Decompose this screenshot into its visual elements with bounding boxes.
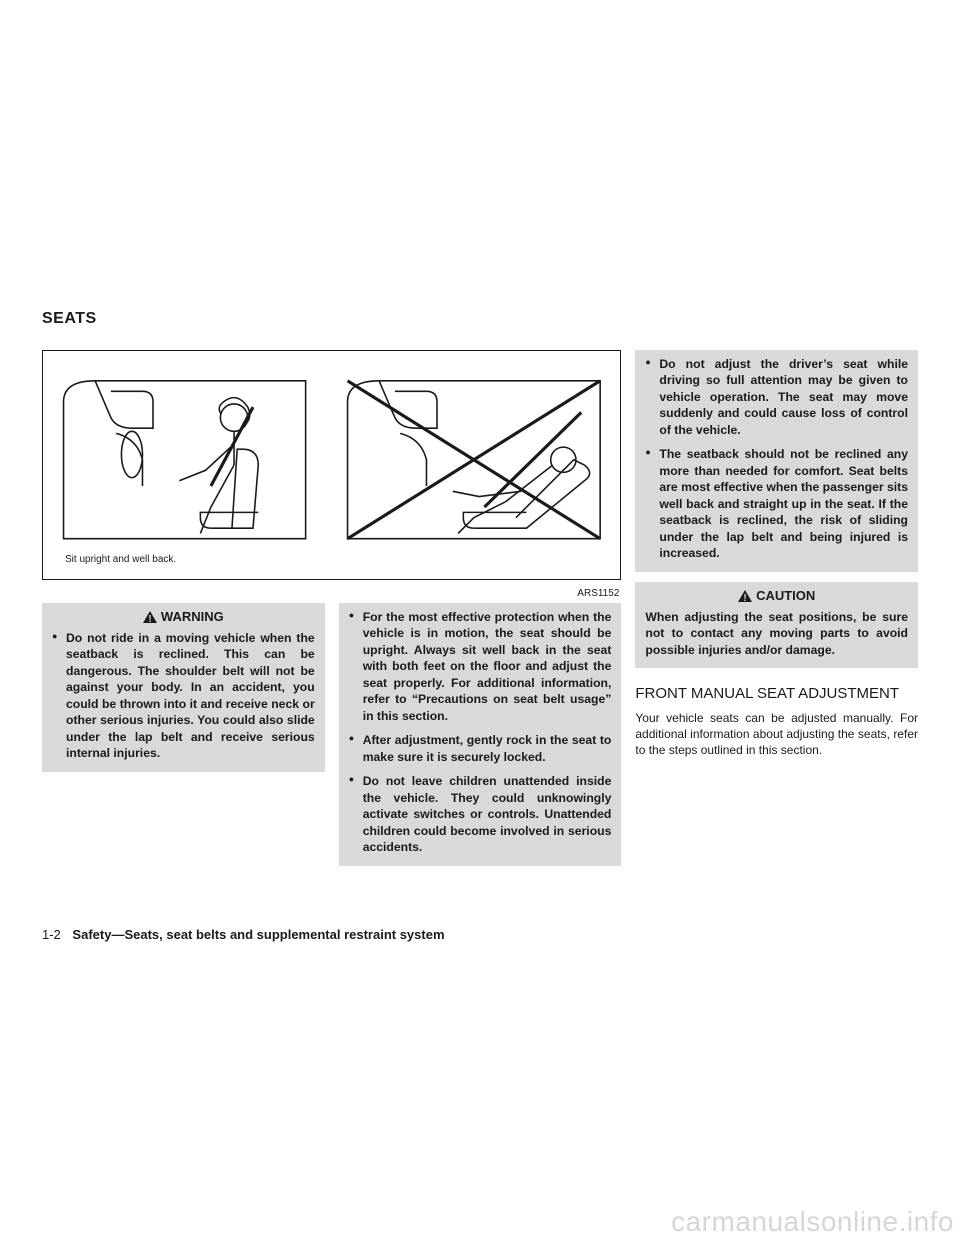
caution-header: ! CAUTION	[645, 588, 908, 603]
svg-text:!: !	[148, 614, 151, 623]
seat-upright-illustration	[53, 359, 327, 571]
warning-box-col1: ! WARNING Do not ride in a moving vehicle…	[42, 603, 325, 772]
col-1: ! WARNING Do not ride in a moving vehicle…	[42, 603, 325, 866]
warning-bullet: The seatback should not be reclined any …	[645, 446, 908, 561]
caution-box: ! CAUTION When adjusting the seat positio…	[635, 582, 918, 668]
warning-bullet: For the most effective protection when t…	[349, 609, 612, 724]
col-3: Do not adjust the driver’s seat while dr…	[635, 350, 918, 866]
warning-label: WARNING	[161, 609, 224, 624]
watermark: carmanualsonline.info	[671, 1206, 954, 1238]
svg-text:!: !	[743, 593, 746, 602]
warning-bullets-col2: For the most effective protection when t…	[349, 609, 612, 856]
warning-bullet: Do not adjust the driver’s seat while dr…	[645, 356, 908, 438]
page-number: 1-2	[42, 927, 61, 942]
caution-icon: !	[738, 590, 752, 602]
col-2: For the most effective protection when t…	[339, 603, 622, 866]
figure-caption: Sit upright and well back.	[65, 554, 176, 565]
warning-icon: !	[143, 611, 157, 623]
col-left-group: Sit upright and well back.	[42, 350, 621, 866]
warning-bullets-col1: Do not ride in a moving vehicle when the…	[52, 630, 315, 762]
seat-reclined-illustration	[337, 359, 611, 571]
figure-right	[337, 359, 611, 571]
figure-code: ARS1152	[42, 588, 621, 599]
body-text: Your vehicle seats can be adjusted manua…	[635, 710, 918, 759]
page-footer-title: Safety—Seats, seat belts and supplementa…	[72, 927, 444, 942]
subsection-heading: FRONT MANUAL SEAT ADJUSTMENT	[635, 684, 918, 704]
content-columns: Sit upright and well back.	[42, 350, 918, 866]
page-footer: 1-2 Safety—Seats, seat belts and supplem…	[42, 927, 445, 942]
warning-bullets-col3: Do not adjust the driver’s seat while dr…	[645, 356, 908, 562]
warning-box-col2: For the most effective protection when t…	[339, 603, 622, 866]
warning-bullet: Do not ride in a moving vehicle when the…	[52, 630, 315, 762]
caution-label: CAUTION	[756, 588, 815, 603]
figure-left: Sit upright and well back.	[53, 359, 327, 571]
warning-header: ! WARNING	[52, 609, 315, 624]
warning-bullet: After adjustment, gently rock in the sea…	[349, 732, 612, 765]
caution-text: When adjusting the seat positions, be su…	[645, 609, 908, 658]
figure-box: Sit upright and well back.	[42, 350, 621, 580]
warning-box-col3: Do not adjust the driver’s seat while dr…	[635, 350, 918, 572]
warning-bullet: Do not leave children unattended inside …	[349, 773, 612, 855]
section-title: SEATS	[42, 310, 918, 328]
